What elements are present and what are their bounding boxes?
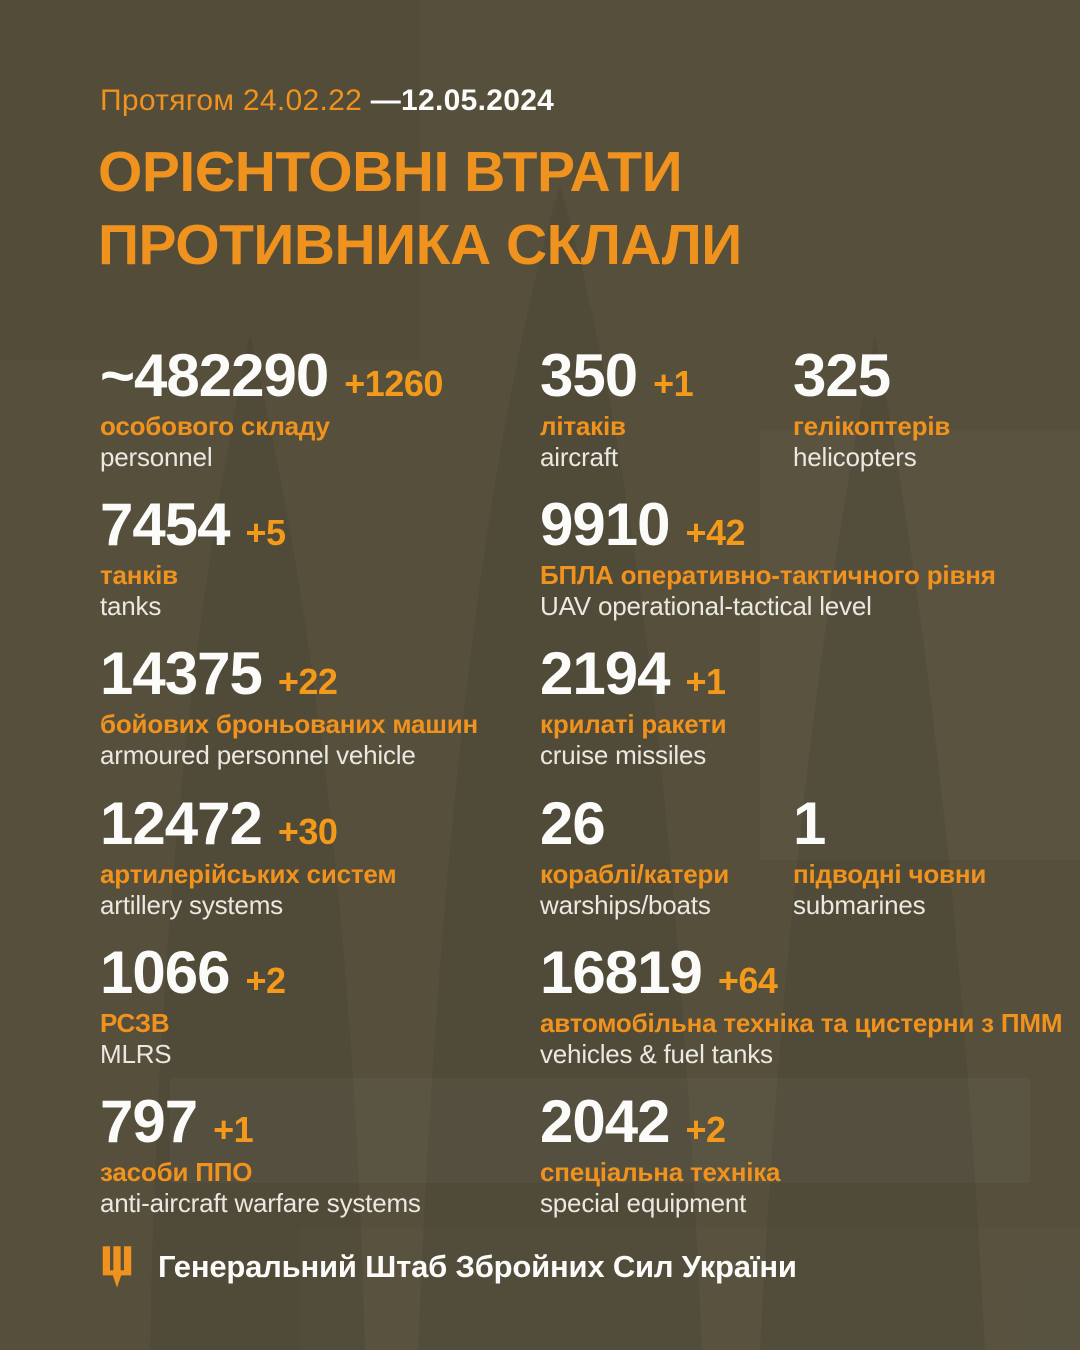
stat-delta: +2 [245,960,286,1001]
stat-tanks: 7454 +5 танків tanks [100,494,286,622]
title-line-1: ОРІЄНТОВНІ ВТРАТИ [98,140,683,204]
stat-label-en: artillery systems [100,890,283,920]
stat-value: 1066 [100,939,230,1006]
stat-delta: +2 [685,1109,726,1150]
stat-vehicles-fuel-tanks: 16819 +64 автомобільна техніка та цистерн… [540,942,1062,1070]
stat-value: 26 [540,790,606,857]
period-label: Протягом 24.02.22 [100,84,363,117]
stat-label-en: helicopters [793,442,917,472]
stat-label-ua: автомобільна техніка та цистерни з ПММ [540,1008,1063,1038]
stat-label-en: special equipment [540,1188,747,1218]
stat-label-en: warships/boats [540,890,711,920]
stat-delta: +30 [277,811,338,852]
stat-label-en: UAV operational-tactical level [540,591,872,621]
stat-warships: 26 кораблі/катери warships/boats [540,793,729,921]
org-name: Генеральний Штаб Збройних Сил України [158,1249,797,1284]
footer: Генеральний Штаб Збройних Сил України [100,1245,797,1289]
stat-label-en: vehicles & fuel tanks [540,1039,773,1069]
stat-label-ua: засоби ППО [100,1157,253,1187]
tryzub-icon [102,1246,132,1288]
stat-label-ua: спеціальна техніка [540,1157,781,1187]
stat-anti-aircraft: 797 +1 засоби ППО anti-aircraft warfare s… [100,1091,421,1219]
stat-value: ~482290 [100,342,329,409]
stat-artillery: 12472 +30 артилерійських систем artillery… [100,790,397,921]
stat-cruise-missiles: 2194 +1 крилаті ракети cruise missiles [540,640,727,771]
stat-value: 9910 [540,491,670,558]
report-date: —12.05.2024 [370,84,555,117]
stat-submarines: 1 підводні човни submarines [793,793,986,921]
stat-value: 12472 [100,790,263,857]
stat-label-ua: БПЛА оперативно-тактичного рівня [540,560,996,590]
stat-delta: +5 [245,512,286,553]
stat-delta: +42 [685,512,746,553]
stat-label-ua: бойових броньованих машин [100,709,479,739]
stat-delta: +1260 [344,363,443,404]
page-title: ОРІЄНТОВНІ ВТРАТИ ПРОТИВНИКА СКЛАЛИ [98,136,742,282]
stat-label-en: MLRS [100,1039,172,1069]
stat-label-en: submarines [793,890,926,920]
stat-delta: +1 [653,363,694,404]
stat-value: 2194 [540,640,670,707]
stat-label-en: aircraft [540,442,618,472]
stat-label-en: personnel [100,442,213,472]
stat-value: 7454 [100,491,230,558]
stat-aircraft: 350 +1 літаків aircraft [540,342,694,473]
stat-label-en: armoured personnel vehicle [100,740,416,770]
stat-label-ua: кораблі/катери [540,859,730,889]
stat-label-en: tanks [100,591,162,621]
stat-label-ua: РСЗВ [100,1008,170,1038]
stat-armoured-vehicles: 14375 +22 бойових броньованих машин armou… [100,643,478,771]
stat-special-equipment: 2042 +2 спеціальна техніка special equipm… [540,1091,780,1219]
stat-uav: 9910 +42 БПЛА оперативно-тактичного рівня… [540,494,996,622]
stat-value: 350 [540,342,638,409]
stat-label-en: cruise missiles [540,740,707,770]
stat-label-ua: гелікоптерів [793,411,951,441]
stat-label-ua: особового складу [100,411,330,441]
stat-delta: +22 [277,661,338,702]
stat-value: 14375 [100,640,263,707]
stat-helicopters: 325 гелікоптерів helicopters [793,345,950,473]
stat-delta: +1 [685,661,726,702]
stat-delta: +1 [213,1109,254,1150]
stat-value: 797 [100,1088,198,1155]
stat-delta: +64 [717,960,778,1001]
title-line-2: ПРОТИВНИКА СКЛАЛИ [98,213,742,277]
stat-label-ua: підводні човни [793,859,987,889]
stat-label-ua: крилаті ракети [540,709,727,739]
stat-value: 16819 [540,939,703,1006]
stat-label-ua: літаків [540,411,626,441]
stat-label-ua: танків [100,560,178,590]
stat-value: 1 [793,790,826,857]
stat-value: 325 [793,342,891,409]
stat-label-ua: артилерійських систем [100,859,397,889]
stat-mlrs: 1066 +2 РСЗВ MLRS [100,942,286,1070]
stat-label-en: anti-aircraft warfare systems [100,1188,421,1218]
stat-personnel: ~482290 +1260 особового складу personnel [100,345,443,473]
stat-value: 2042 [540,1088,670,1155]
report-period: Протягом 24.02.22 —12.05.2024 [100,84,554,118]
